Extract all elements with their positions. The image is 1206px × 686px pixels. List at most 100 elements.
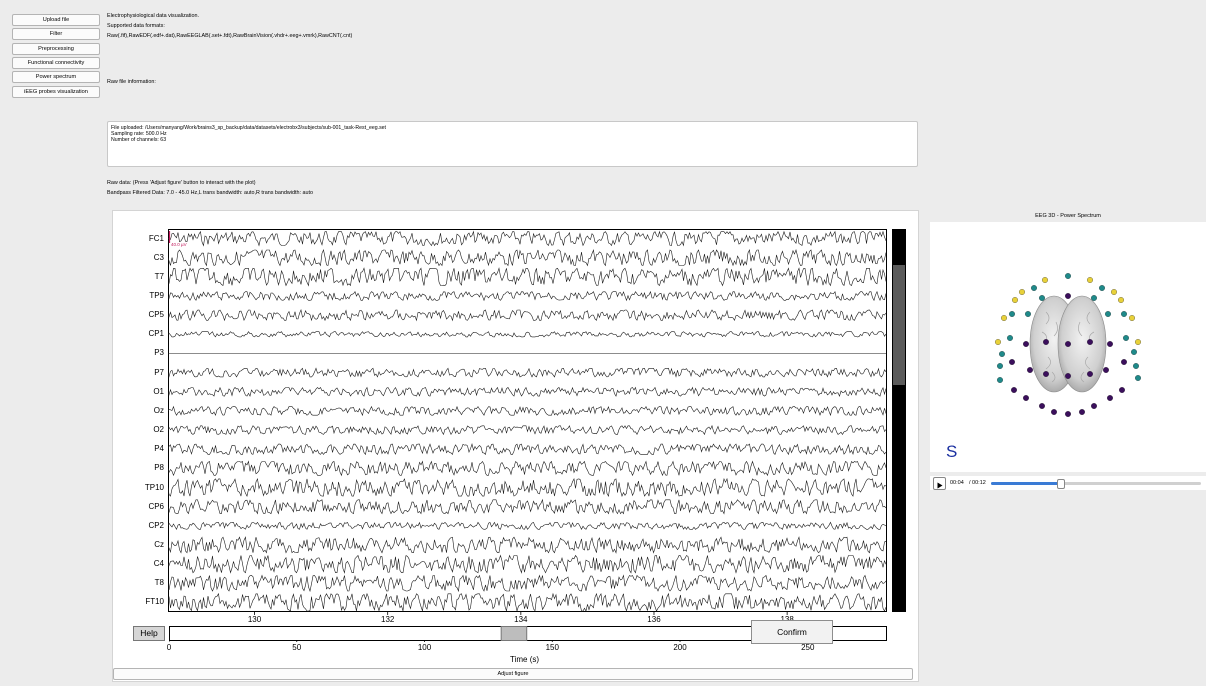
supported-formats-label: Supported data formats:: [107, 23, 165, 29]
adjust-figure-button[interactable]: Adjust figure: [113, 668, 913, 680]
upload-file-button[interactable]: Upload file: [12, 14, 100, 26]
raw-file-info-label: Raw file information:: [107, 79, 156, 85]
electrode-marker: [1121, 359, 1127, 365]
electrode-marker: [1135, 339, 1141, 345]
total-time: / 00:12: [969, 480, 986, 486]
channel-label-t7: T7: [154, 271, 164, 281]
electrode-marker: [1118, 297, 1124, 303]
electrode-marker: [1065, 273, 1071, 279]
trace-tp10: [168, 477, 887, 498]
electrode-marker: [999, 351, 1005, 357]
ieeg-probes-visualization-button[interactable]: iEEG probes visualization: [12, 86, 100, 98]
channel-label-ft10: FT10: [145, 597, 164, 607]
electrode-marker: [1121, 311, 1127, 317]
electrode-marker: [1001, 315, 1007, 321]
electrode-marker: [997, 363, 1003, 369]
overview-tick-labels: 0 50 100 150 200 250: [166, 643, 887, 653]
trace-oz: [168, 405, 887, 417]
x-tick-label: 136: [647, 615, 661, 624]
trace-tp9: [168, 290, 887, 302]
channel-label-cp5: CP5: [148, 310, 164, 320]
electrode-marker: [1065, 293, 1071, 299]
electrode-marker: [1043, 371, 1049, 377]
channel-label-cz: Cz: [154, 539, 164, 549]
electrode-marker: [1042, 277, 1048, 283]
electrode-marker: [1023, 395, 1029, 401]
electrode-marker: [1107, 395, 1113, 401]
trace-ft10: [168, 592, 887, 612]
x-tick-label: 134: [514, 615, 528, 624]
electrode-marker: [1087, 371, 1093, 377]
electrode-marker: [1129, 315, 1135, 321]
brain-3d-view[interactable]: S: [930, 222, 1206, 472]
help-button[interactable]: Help: [133, 626, 165, 641]
channel-label-cp2: CP2: [148, 520, 164, 530]
electrode-marker: [1051, 409, 1057, 415]
overview-tick-label: 0: [166, 643, 172, 652]
electrode-marker: [1091, 295, 1097, 301]
trace-c4: [168, 554, 887, 574]
electrode-marker: [1039, 295, 1045, 301]
electrode-marker: [1007, 335, 1013, 341]
play-button[interactable]: [933, 477, 946, 490]
filter-button[interactable]: Filter: [12, 28, 100, 40]
electrode-marker: [1087, 277, 1093, 283]
overview-tick-label: 150: [545, 643, 559, 652]
electrode-marker: [1107, 341, 1113, 347]
electrode-marker: [1099, 285, 1105, 291]
channel-labels: FC1 C3 T7 TP9 CP5 CP1 P3 P7 O1 Oz O2 P4 P8 TP10 CP6 CP2…: [120, 229, 164, 611]
channel-label-t8: T8: [154, 578, 164, 588]
electrode-marker: [1043, 339, 1049, 345]
electrode-marker: [995, 339, 1001, 345]
x-ticks: [254, 612, 788, 615]
trace-t8: [168, 574, 887, 593]
electrode-marker: [1111, 289, 1117, 295]
progress-knob[interactable]: [1057, 479, 1066, 489]
confirm-button[interactable]: Confirm: [751, 620, 833, 644]
progress-track[interactable]: [991, 479, 1201, 489]
x-tick-label: 132: [381, 615, 395, 624]
channel-label-c4: C4: [153, 559, 164, 569]
power-spectrum-button[interactable]: Power spectrum: [12, 71, 100, 83]
electrode-marker: [1087, 339, 1093, 345]
electrode-marker: [1023, 341, 1029, 347]
trace-o2: [168, 424, 887, 436]
channel-label-p3: P3: [154, 348, 164, 358]
trace-p8: [168, 460, 887, 477]
electrode-marker: [1103, 367, 1109, 373]
file-uploaded-text: File uploaded: /Users/manyang/Work/brain…: [111, 125, 386, 131]
electrode-marker: [1019, 289, 1025, 295]
bandpass-label: Bandpass Filtered Data: 7.0 - 45.0 Hz,L …: [107, 190, 313, 196]
electrode-marker: [1012, 297, 1018, 303]
x-tick-label: 130: [247, 615, 262, 624]
preprocessing-button[interactable]: Preprocessing: [12, 43, 100, 55]
eeg-traces-plot[interactable]: [168, 229, 887, 612]
channel-label-p4: P4: [154, 444, 164, 454]
trace-cp1: [168, 331, 887, 338]
channel-scrollbar-thumb[interactable]: [893, 265, 905, 385]
trace-o1: [168, 386, 887, 397]
overview-tick-label: 50: [292, 643, 302, 652]
electrode-marker: [1091, 403, 1097, 409]
x-tick-labels: 130 132 134 136 138: [168, 615, 887, 625]
app-description: Electrophysiological data visualization.: [107, 13, 199, 19]
trace-c3: [168, 248, 887, 267]
time-overview-bar[interactable]: [169, 626, 887, 642]
channel-label-p7: P7: [154, 367, 164, 377]
electrode-marker: [1065, 411, 1071, 417]
functional-connectivity-button[interactable]: Functional connectivity: [12, 57, 100, 69]
scale-bar-label: 40.0 µV: [171, 242, 187, 247]
sampling-rate-text: Sampling rate: 500.0 Hz: [111, 131, 167, 137]
trace-cp6: [168, 498, 887, 515]
channel-label-tp10: TP10: [144, 482, 164, 492]
channel-scrollbar[interactable]: [892, 229, 906, 612]
orientation-label: S: [946, 442, 958, 461]
progress-fill: [991, 482, 1061, 485]
channel-label-oz: Oz: [153, 405, 164, 415]
channel-label-o1: O1: [153, 386, 164, 396]
trace-cz: [168, 536, 887, 554]
overview-tick-label: 200: [673, 643, 687, 652]
right-hemisphere: [1057, 295, 1107, 393]
channel-label-p8: P8: [154, 463, 164, 473]
electrode-marker: [1065, 373, 1071, 379]
